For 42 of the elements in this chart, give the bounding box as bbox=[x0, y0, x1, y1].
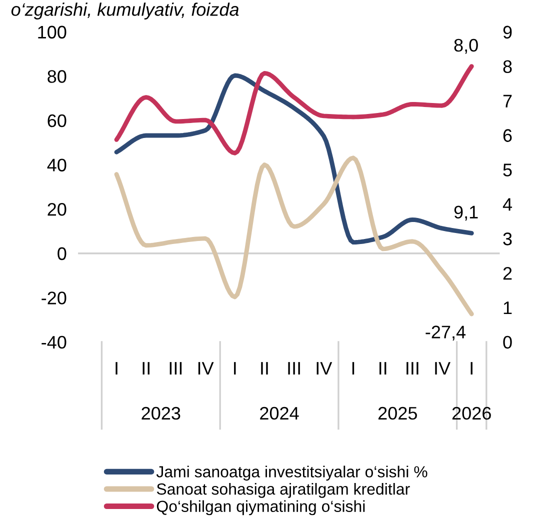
x-tick-label: II bbox=[261, 362, 268, 374]
y-tick-label: 100 bbox=[38, 26, 66, 39]
y2-tick-label: 8 bbox=[503, 60, 512, 74]
x-tick-label: III bbox=[170, 362, 182, 374]
y-tick-label: -20 bbox=[42, 292, 66, 304]
y-tick-label: 0 bbox=[58, 247, 66, 260]
legend-label: Sanoat sohasiga ajratilgam kreditlar bbox=[156, 482, 410, 498]
y-tick-label: 80 bbox=[48, 70, 66, 83]
y2-tick-label: 4 bbox=[502, 198, 512, 211]
y-tick-label: -40 bbox=[42, 336, 66, 349]
chart-title: o‘zgarishi, kumulyativ, foizda bbox=[11, 2, 239, 20]
x-tick-label: IV bbox=[435, 362, 450, 374]
x-tick-label: III bbox=[406, 362, 418, 374]
legend-label: Qo‘shilgan qiymatining o‘sishi bbox=[156, 500, 365, 516]
x-tick-label: IV bbox=[198, 362, 214, 374]
x-tick-label: I bbox=[234, 362, 236, 374]
y2-tick-label: 7 bbox=[503, 94, 512, 108]
text: 2024 bbox=[260, 406, 299, 420]
y2-tick-label: 2 bbox=[503, 266, 512, 280]
y2-tick-label: 3 bbox=[503, 232, 512, 246]
x-tick-label: II bbox=[142, 362, 150, 374]
x-tick-label: I bbox=[352, 362, 354, 374]
y2-tick-label: 9 bbox=[503, 26, 512, 39]
x-tick-label: III bbox=[288, 362, 300, 374]
legend-label: Jami sanoatga investitsiyalar o‘sishi % bbox=[156, 466, 428, 481]
data-label: 9,1 bbox=[454, 206, 478, 221]
data-label: 8,0 bbox=[454, 38, 478, 54]
y2-tick-label: 0 bbox=[503, 336, 512, 349]
y-tick-label: 40 bbox=[47, 158, 66, 172]
y2-tick-label: 6 bbox=[503, 129, 512, 142]
x-tick-label: I bbox=[116, 362, 118, 374]
y-tick-label: 20 bbox=[48, 202, 66, 216]
x-tick-label: IV bbox=[316, 362, 332, 374]
y-tick-label: 60 bbox=[48, 114, 66, 128]
x-tick-label: II bbox=[379, 362, 386, 374]
y2-tick-label: 1 bbox=[504, 302, 512, 314]
data-label: -27,4 bbox=[426, 326, 466, 341]
x-tick-label: I bbox=[470, 362, 472, 374]
text: 2025 bbox=[378, 406, 417, 420]
text: 2026 bbox=[452, 406, 491, 420]
y2-tick-label: 5 bbox=[503, 164, 512, 176]
text: 2023 bbox=[142, 406, 180, 420]
